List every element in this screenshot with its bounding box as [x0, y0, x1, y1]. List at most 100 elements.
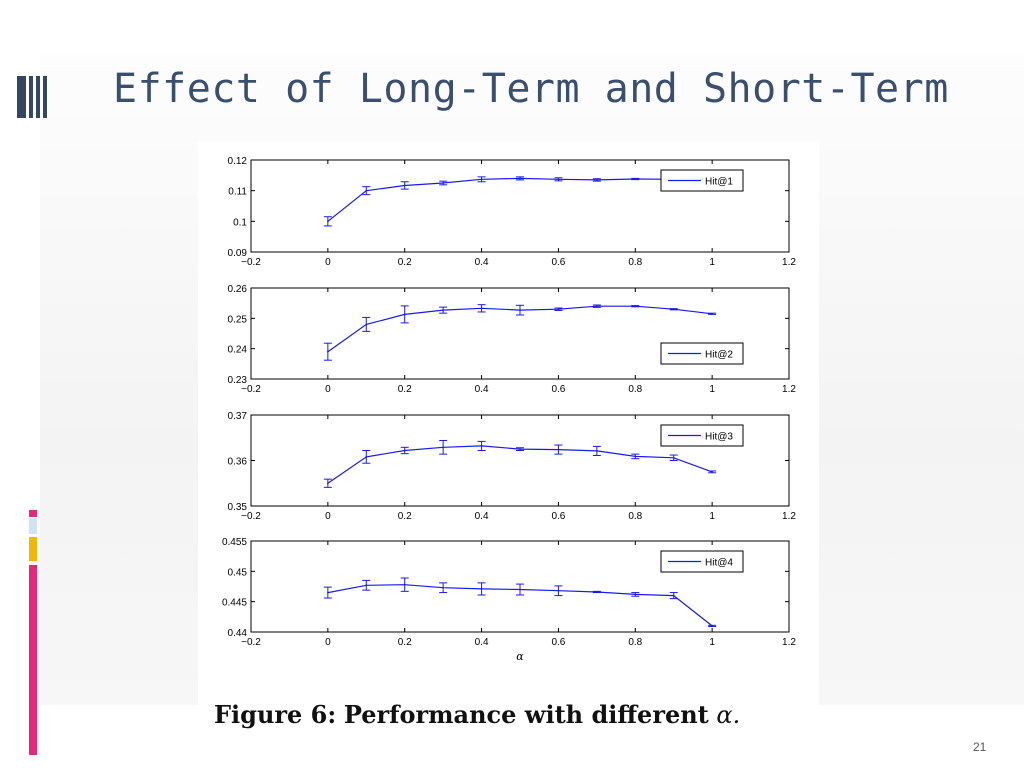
x-tick-label: 0.6: [551, 511, 565, 522]
x-tick-label: 0: [325, 384, 331, 395]
x-tick-label: 0.2: [398, 637, 412, 648]
error-bar: [323, 342, 332, 361]
data-point: [365, 584, 368, 587]
legend: Hit@4: [660, 550, 744, 573]
error-bar: [477, 582, 486, 596]
error-bar: [400, 181, 409, 190]
y-tick-label: 0.09: [228, 248, 248, 259]
legend: Hit@1: [660, 169, 744, 192]
error-bar: [554, 307, 563, 311]
legend-label: Hit@3: [705, 432, 733, 443]
legend-box: [660, 342, 744, 365]
error-bar: [400, 577, 409, 592]
error-bar: [669, 454, 678, 461]
legend-label: Hit@1: [705, 177, 733, 188]
x-tick-label: 0.6: [551, 384, 565, 395]
error-bar: [592, 445, 601, 456]
y-tick-label: 0.445: [222, 598, 247, 609]
x-tick-label: 0: [325, 637, 331, 648]
data-point: [403, 184, 406, 187]
error-bar: [631, 305, 640, 308]
error-bar: [400, 305, 409, 324]
y-tick-label: 0.44: [228, 628, 248, 639]
x-tick-label: 0.8: [628, 637, 642, 648]
x-tick-label: 1.2: [782, 257, 796, 268]
error-bar: [516, 176, 524, 181]
title-bars-icon: [17, 76, 47, 118]
error-bar: [516, 447, 524, 451]
accent-bar-pink: [29, 565, 37, 755]
data-point: [403, 583, 406, 586]
error-bar: [554, 444, 563, 455]
data-point: [557, 178, 560, 181]
data-point: [403, 449, 406, 452]
legend-label: Hit@2: [705, 350, 733, 361]
slide-number: 21: [973, 740, 987, 754]
y-tick-label: 0.11: [228, 187, 247, 198]
legend-box: [660, 169, 744, 192]
caption-prefix: Figure 6:: [214, 700, 337, 729]
data-point: [634, 593, 637, 596]
x-tick-label: 1: [709, 637, 715, 648]
data-point: [634, 455, 637, 458]
legend: Hit@2: [660, 342, 744, 365]
data-point: [519, 177, 521, 180]
accent-bar-gold: [29, 537, 37, 561]
data-point: [557, 308, 560, 311]
error-bar: [439, 306, 448, 314]
data-point: [672, 456, 675, 459]
data-point: [711, 312, 713, 315]
data-point: [634, 305, 637, 307]
data-point: [519, 309, 521, 311]
y-tick-label: 0.26: [228, 284, 248, 295]
data-point: [596, 450, 598, 452]
error-bar: [631, 177, 640, 181]
error-bar: [631, 453, 640, 460]
error-bar: [323, 216, 332, 227]
legend: Hit@3: [660, 424, 744, 447]
data-point: [327, 591, 329, 594]
x-tick-label: 1: [709, 511, 715, 522]
y-tick-label: 0.1: [233, 217, 247, 228]
plot-frame: [250, 287, 790, 380]
error-bar: [439, 582, 448, 594]
x-tick-label: −0.2: [241, 511, 261, 522]
error-bar: [592, 178, 601, 182]
y-tick-label: 0.35: [228, 502, 248, 513]
x-tick-label: 0.6: [551, 637, 565, 648]
error-bar: [439, 180, 448, 186]
data-point: [403, 313, 406, 316]
data-point: [519, 448, 521, 450]
y-tick-label: 0.455: [222, 537, 247, 548]
y-tick-label: 0.24: [228, 345, 248, 356]
x-tick-label: 0.4: [475, 511, 489, 522]
x-tick-label: −0.2: [241, 384, 261, 395]
error-bar: [362, 449, 371, 464]
data-point: [480, 588, 483, 590]
error-bar: [592, 590, 601, 594]
data-point: [480, 445, 483, 447]
x-tick-label: 1.2: [782, 637, 796, 648]
data-point: [442, 182, 444, 184]
x-tick-label: 1.2: [782, 511, 796, 522]
data-point: [327, 350, 329, 353]
data-point: [442, 446, 444, 449]
error-bar: [669, 592, 678, 600]
data-point: [365, 189, 368, 192]
error-bar: [477, 440, 486, 451]
x-tick-label: 0.8: [628, 384, 642, 395]
chart-panel-3: −0.2 0 0.2 0.4 0.6 0.8 1 1.2 0.35 0.36 0.37 Hit@3: [228, 411, 797, 522]
chart-panel-4: −0.2 0 0.2 0.4 0.6 0.8 1 1.2 0.44 0.445 0.45 0.455 H…: [222, 537, 796, 663]
figure: −0.2 0 0.2 0.4 0.6 0.8 1 1.2 0.09 0.1 0.11 0.12 Hit@…: [198, 142, 819, 740]
error-bar: [592, 304, 601, 308]
error-bar: [554, 585, 563, 597]
slide-title: Effect of Long-Term and Short-Term: [113, 66, 949, 112]
error-bar: [362, 579, 371, 591]
x-tick-label: 0.2: [398, 511, 412, 522]
x-tick-label: 1.2: [782, 384, 796, 395]
y-tick-label: 0.25: [228, 314, 248, 325]
x-tick-label: 0.2: [398, 257, 412, 268]
error-bar: [323, 478, 332, 488]
data-point: [711, 471, 713, 473]
legend-box: [660, 550, 744, 573]
